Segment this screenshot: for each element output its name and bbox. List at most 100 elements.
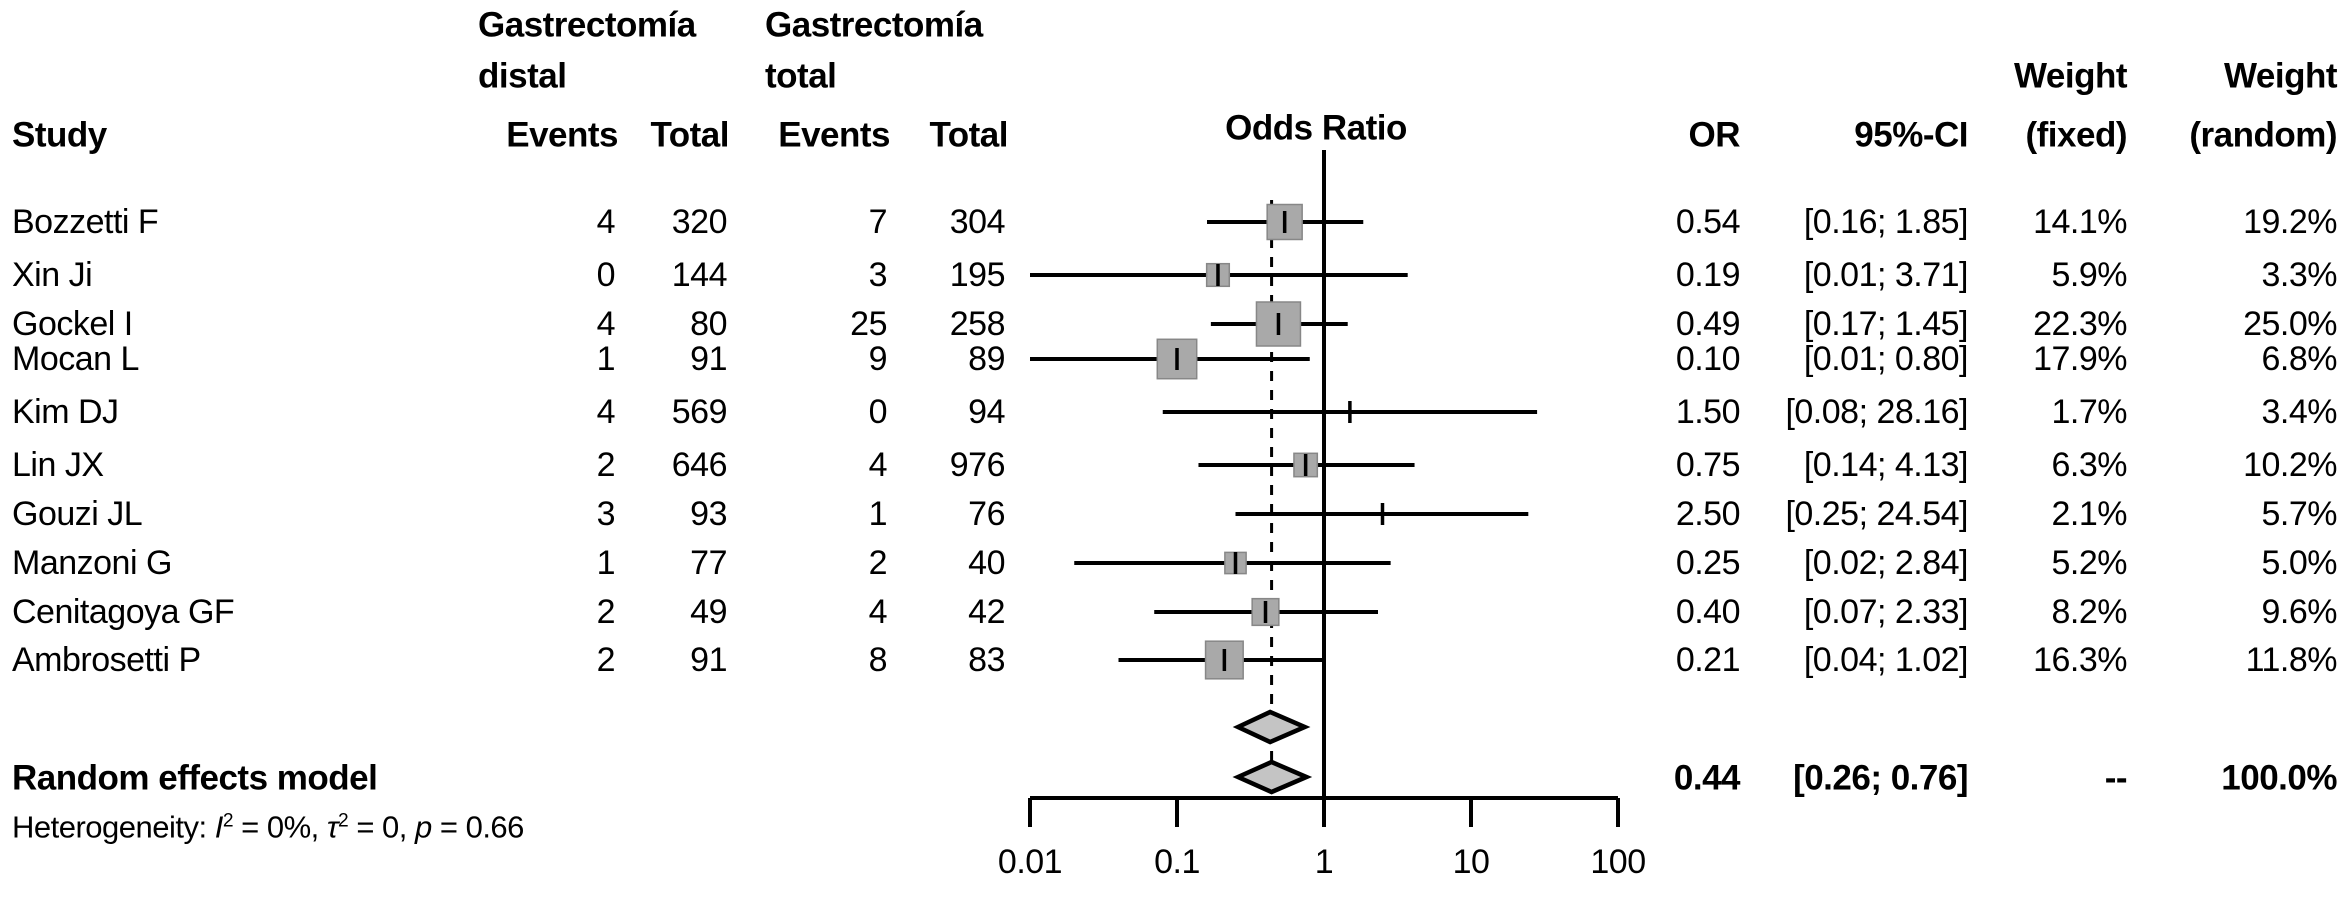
or-value: 0.75 [1675,446,1741,484]
group1-header-line1: Gastrectomía [478,5,696,45]
total-header-distal: Total [650,115,729,155]
total-distal-value: 49 [690,593,727,631]
estimate-tick [1348,401,1352,423]
total-total-value: 976 [949,446,1006,484]
events-distal-value: 2 [596,446,616,484]
i-squared-value: = 0%, [233,809,327,845]
random-effects-diamond [1232,759,1313,795]
ci-value: [0.17; 1.45] [1803,305,1969,343]
x-axis-tick-label: 10 [1453,843,1490,881]
ci-value: [0.02; 2.84] [1803,544,1969,582]
events-total-value: 0 [868,393,888,431]
group2-header-line1: Gastrectomía [765,5,983,45]
weight-fixed-value: 5.9% [2051,256,2128,294]
estimate-tick [1233,552,1238,574]
weight-random-value: 11.8% [2245,641,2338,679]
ci-value: [0.04; 1.02] [1803,641,1969,679]
events-total-value: 9 [868,340,888,378]
ci-value: [0.08; 28.16] [1785,393,1968,431]
events-total-value: 8 [868,641,888,679]
estimate-tick [1380,503,1385,525]
or-value: 0.19 [1675,256,1741,294]
ci-value: [0.01; 3.71] [1803,256,1969,294]
total-total-value: 42 [968,593,1005,631]
weight-random-header-line1: Weight [2223,56,2338,96]
or-value: 0.49 [1675,305,1741,343]
total-total-value: 40 [968,544,1005,582]
weight-random-value: 10.2% [2243,446,2337,484]
weight-fixed-value: 2.1% [2051,495,2128,533]
or-value: 0.25 [1675,544,1741,582]
study-name: Mocan L [12,340,139,378]
ci-value: [0.07; 2.33] [1803,593,1969,631]
events-distal-value: 4 [596,203,616,241]
heterogeneity-prefix: Heterogeneity: [12,809,215,845]
p-value: = 0.66 [431,809,525,845]
plot-title: Odds Ratio [1225,108,1407,148]
or-column-header: OR [1688,115,1741,155]
tau-squared-value: = 0, [348,809,415,845]
total-total-value: 76 [968,495,1005,533]
total-distal-value: 569 [671,393,728,431]
x-axis-tick-label: 0.01 [998,843,1062,881]
or-value: 0.21 [1675,641,1741,679]
events-header-distal: Events [506,115,618,155]
or-value: 1.50 [1675,393,1741,431]
weight-random-value: 9.6% [2261,593,2338,631]
total-distal-value: 91 [690,641,727,679]
study-name: Bozzetti F [12,203,159,241]
weight-fixed-value: 16.3% [2033,641,2127,679]
ci-value: [0.14; 4.13] [1803,446,1969,484]
ci-value: [0.16; 1.85] [1803,203,1969,241]
estimate-tick [1216,264,1220,286]
weight-random-value: 25.0% [2243,305,2337,343]
weight-random-value: 6.8% [2261,340,2338,378]
study-name: Gockel I [12,305,133,343]
events-distal-value: 0 [596,256,616,294]
total-total-value: 94 [968,393,1005,431]
fixed-effect-diamond [1232,709,1311,745]
weight-fixed-header-line1: Weight [2013,56,2128,96]
summary-or-value: 0.44 [1673,758,1741,798]
events-total-value: 7 [868,203,888,241]
study-name: Manzoni G [12,544,172,582]
events-distal-value: 1 [596,340,616,378]
estimate-tick [1282,211,1287,233]
weight-random-value: 5.0% [2261,544,2338,582]
weight-fixed-header-line2: (fixed) [2025,115,2128,155]
total-distal-value: 646 [671,446,728,484]
total-distal-value: 91 [690,340,727,378]
x-axis-tick-label: 0.1 [1154,843,1200,881]
study-column-header: Study [12,115,107,155]
total-total-value: 258 [949,305,1006,343]
events-total-value: 4 [868,593,888,631]
ci-value: [0.01; 0.80] [1803,340,1969,378]
summary-ci-value: [0.26; 0.76] [1793,758,1968,798]
events-total-value: 1 [868,495,888,533]
weight-fixed-value: 5.2% [2051,544,2128,582]
or-value: 0.40 [1675,593,1741,631]
total-total-value: 195 [949,256,1006,294]
events-total-value: 25 [850,305,887,343]
weight-fixed-value: 8.2% [2051,593,2128,631]
events-distal-value: 4 [596,305,616,343]
total-header-total: Total [929,115,1008,155]
events-distal-value: 1 [596,544,616,582]
total-distal-value: 80 [690,305,727,343]
or-value: 0.54 [1675,203,1741,241]
events-distal-value: 3 [596,495,616,533]
x-axis-tick-label: 1 [1315,843,1333,881]
study-name: Lin JX [12,446,104,484]
i-squared-symbol: I [214,809,224,845]
study-name: Ambrosetti P [12,641,201,679]
estimate-tick [1175,348,1179,370]
events-distal-value: 4 [596,393,616,431]
or-value: 2.50 [1675,495,1741,533]
heterogeneity-note: Heterogeneity: I2 = 0%, τ2 = 0, p = 0.66 [12,812,524,843]
estimate-tick [1303,454,1308,476]
total-distal-value: 144 [671,256,728,294]
events-total-value: 4 [868,446,888,484]
weight-random-value: 3.3% [2261,256,2338,294]
total-total-value: 89 [968,340,1005,378]
